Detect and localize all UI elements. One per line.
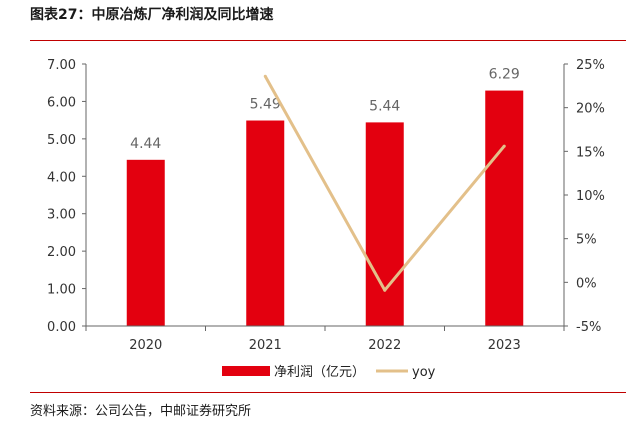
data-label: 5.49 [250, 97, 281, 113]
legend-line-label: yoy [412, 365, 436, 380]
right-tick-label: -5% [576, 320, 601, 335]
bar [485, 90, 524, 327]
yoy-series [263, 74, 506, 292]
legend-bar-swatch [222, 366, 270, 376]
x-tick-label: 2022 [368, 338, 401, 353]
left-tick-label: 4.00 [47, 170, 76, 185]
legend-bar-label: 净利润（亿元） [274, 365, 365, 380]
x-tick-label: 2020 [129, 338, 162, 353]
bar [246, 120, 285, 326]
data-label: 4.44 [130, 136, 161, 152]
left-tick-label: 6.00 [47, 95, 76, 110]
left-tick-label: 3.00 [47, 208, 76, 223]
right-tick-label: 25% [576, 58, 605, 73]
left-tick-label: 5.00 [47, 133, 76, 148]
left-axis: 0.00 1.00 2.00 3.00 4.00 5.00 6.00 7.00 [47, 58, 87, 335]
yoy-point [502, 144, 506, 148]
yoy-point [263, 74, 267, 78]
x-tick-label: 2021 [249, 338, 282, 353]
title-rule [30, 40, 626, 41]
right-tick-label: 15% [576, 145, 605, 160]
x-tick-label: 2023 [488, 338, 521, 353]
left-tick-label: 7.00 [47, 58, 76, 73]
x-axis: 2020 2021 2022 2023 [85, 325, 565, 353]
chart: 0.00 1.00 2.00 3.00 4.00 5.00 6.00 7.00 -5% 0% 5%… [47, 58, 605, 380]
yoy-point [383, 288, 387, 292]
right-tick-label: 10% [576, 189, 605, 204]
figure-title: 图表27：中原冶炼厂净利润及同比增速 [30, 7, 274, 23]
data-label: 6.29 [489, 67, 520, 83]
left-tick-label: 0.00 [47, 320, 76, 335]
bar [126, 159, 165, 326]
data-label: 5.44 [369, 98, 400, 114]
legend: 净利润（亿元） yoy [222, 365, 436, 380]
right-tick-label: 5% [576, 233, 597, 248]
right-tick-label: 0% [576, 276, 597, 291]
source-rule [30, 392, 626, 393]
bar [365, 122, 404, 326]
right-tick-label: 20% [576, 102, 605, 117]
right-axis: -5% 0% 5% 10% 15% 20% 25% [563, 58, 605, 335]
left-tick-label: 1.00 [47, 283, 76, 298]
bar-series: 4.44 5.49 5.44 6.29 [126, 67, 524, 327]
source-note: 资料来源：公司公告，中邮证券研究所 [30, 404, 252, 419]
left-tick-label: 2.00 [47, 245, 76, 260]
